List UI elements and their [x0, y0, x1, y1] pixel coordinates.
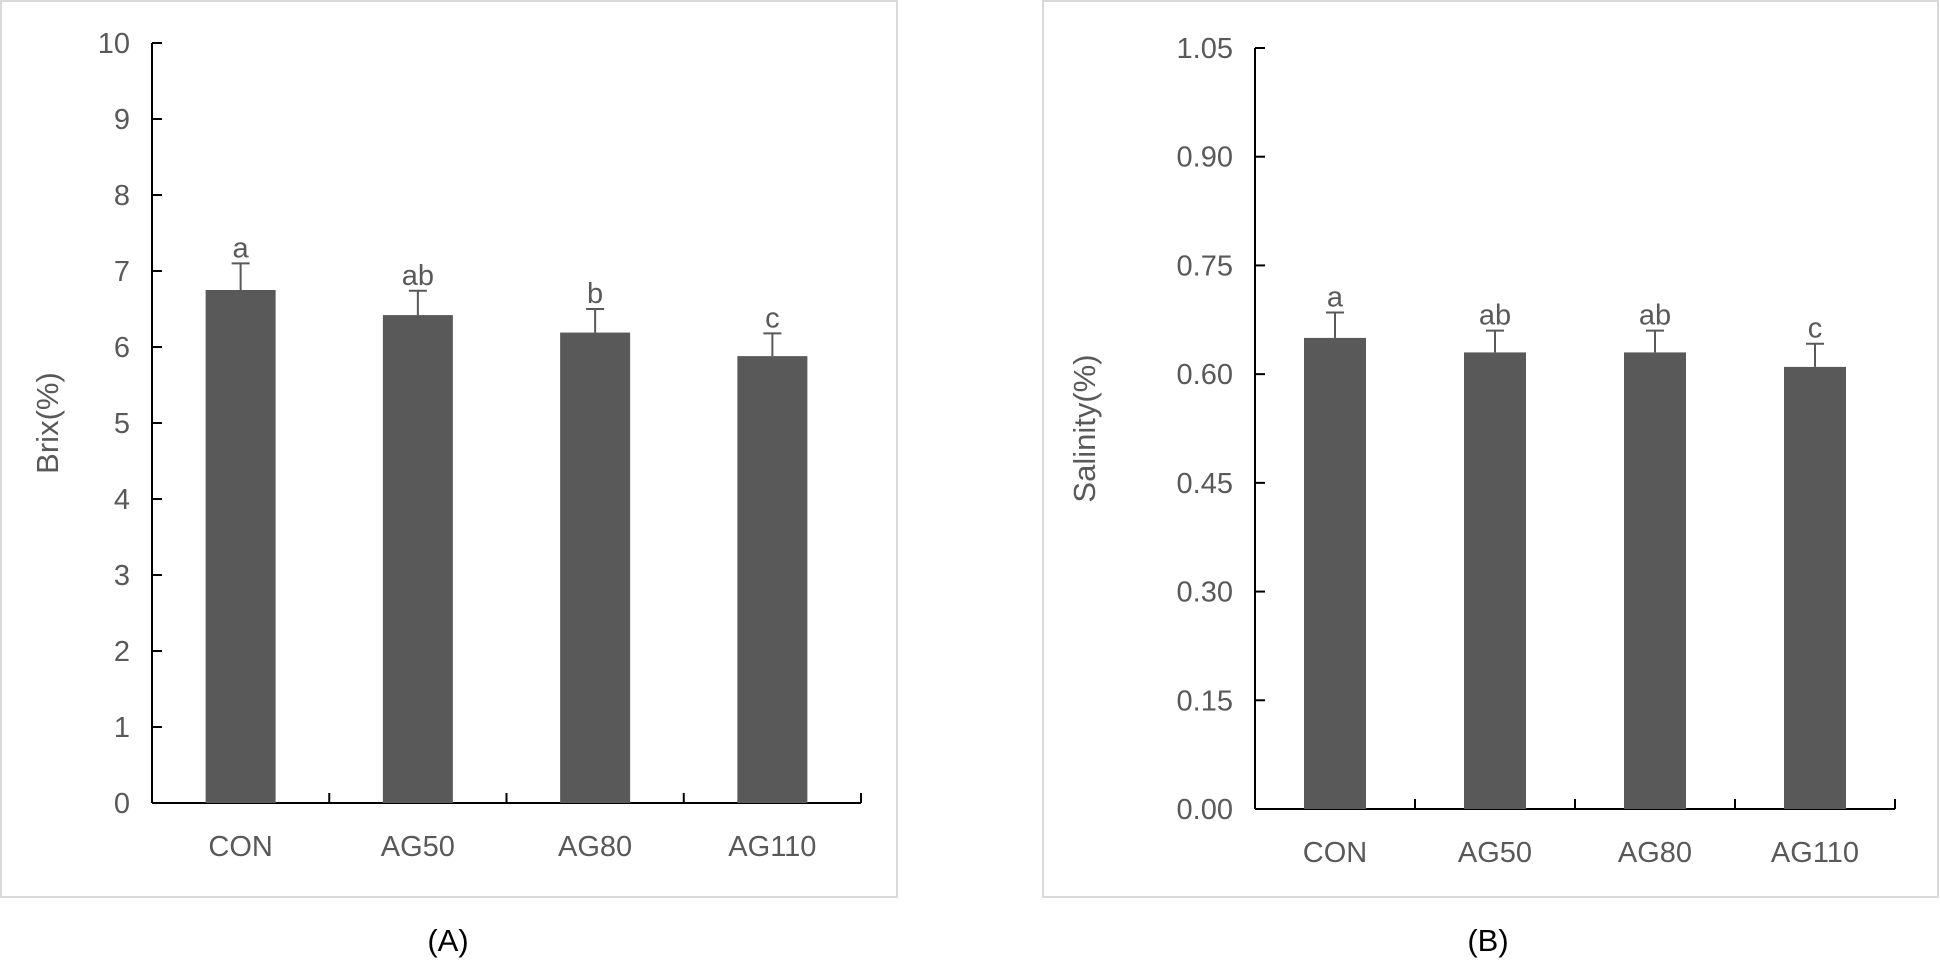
significance-letter: b	[587, 278, 603, 310]
x-tick-label: AG110	[728, 831, 816, 863]
significance-letter: c	[1808, 313, 1823, 345]
y-tick-label: 0.45	[1177, 468, 1233, 500]
x-tick-label: CON	[208, 831, 272, 863]
y-tick-label: 4	[114, 484, 130, 516]
bar-ag50	[382, 315, 453, 803]
y-tick-label: 2	[114, 636, 130, 668]
bar-ag110	[737, 356, 808, 803]
y-tick-label: 9	[114, 104, 130, 136]
y-tick-label: 0.15	[1177, 685, 1233, 717]
bar-con	[205, 290, 276, 803]
y-tick-label: 8	[114, 180, 130, 212]
significance-letter: ab	[402, 260, 434, 292]
y-tick-label: 3	[114, 560, 130, 592]
y-tick-label: 0.30	[1177, 577, 1233, 609]
panel-label: (B)	[1467, 923, 1508, 958]
x-tick-label: AG50	[381, 831, 455, 863]
y-tick-label: 0.75	[1177, 250, 1233, 282]
bar-ag80	[1624, 352, 1686, 809]
significance-letter: ab	[1639, 300, 1671, 332]
x-tick-label: AG110	[1771, 837, 1859, 869]
panel-label: (A)	[427, 923, 468, 958]
significance-letter: a	[1327, 282, 1344, 314]
bar-ag80	[560, 332, 631, 803]
y-axis-label: Brix(%)	[30, 372, 65, 474]
y-tick-label: 0	[114, 788, 130, 820]
x-tick-label: AG80	[558, 831, 632, 863]
chart-b: 0.00 0.15 0.30 0.45 0.60 0.75 0.90 1.05 a CON ab AG…	[1042, 0, 1939, 958]
bar-ag50	[1464, 352, 1526, 809]
y-tick-label: 0.90	[1177, 142, 1233, 174]
significance-letter: ab	[1479, 300, 1511, 332]
significance-letter: c	[765, 302, 780, 334]
y-axis-label: Salinity(%)	[1067, 354, 1102, 502]
x-tick-label: AG80	[1618, 837, 1692, 869]
y-tick-label: 1.05	[1177, 33, 1233, 65]
x-tick-label: AG50	[1458, 837, 1532, 869]
y-tick-label: 0.60	[1177, 359, 1233, 391]
significance-letter: a	[233, 232, 250, 264]
y-tick-label: 0.00	[1177, 794, 1233, 826]
y-tick-label: 1	[114, 712, 130, 744]
chart-a: 0 1 2 3 4 5 6 7 8 9 10 a CON ab AG50 b AG80 c AG110 Brix(%)…	[0, 0, 898, 958]
y-tick-label: 6	[114, 332, 130, 364]
bar-con	[1304, 337, 1366, 809]
bar-ag110	[1784, 366, 1846, 809]
y-tick-label: 5	[114, 408, 130, 440]
y-tick-label: 7	[114, 256, 130, 288]
y-tick-label: 10	[98, 28, 130, 60]
x-tick-label: CON	[1303, 837, 1367, 869]
